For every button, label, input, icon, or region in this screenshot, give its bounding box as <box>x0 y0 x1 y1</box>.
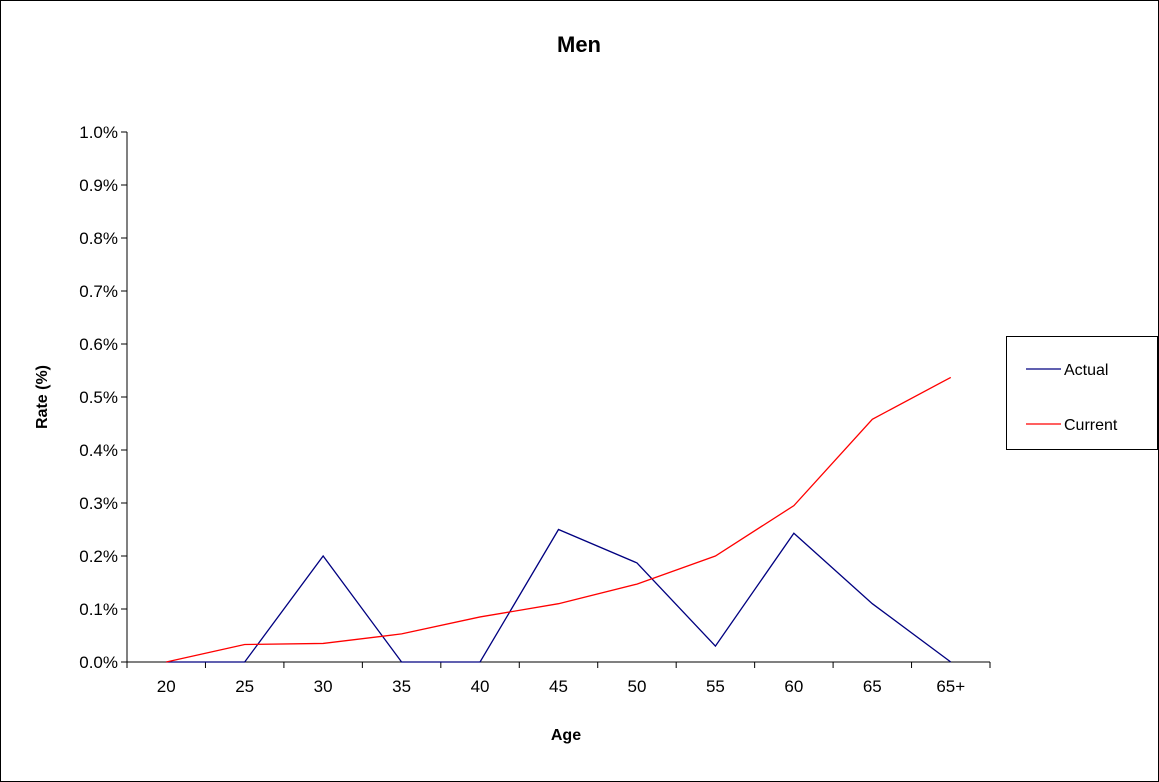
y-tick-label: 0.3% <box>79 494 118 513</box>
y-tick-label: 0.5% <box>79 388 118 407</box>
x-tick-label: 65 <box>863 677 882 696</box>
series-line-actual <box>166 528 952 663</box>
series-line-current <box>166 376 952 663</box>
x-tick-label: 25 <box>235 677 254 696</box>
y-tick-label: 0.4% <box>79 441 118 460</box>
x-tick-label: 30 <box>314 677 333 696</box>
x-axis-label: Age <box>551 727 581 744</box>
x-tick-label: 55 <box>706 677 725 696</box>
x-tick-label: 45 <box>549 677 568 696</box>
y-tick-label: 0.2% <box>79 547 118 566</box>
x-tick-label: 40 <box>471 677 490 696</box>
legend: Actual Current <box>1006 336 1158 450</box>
legend-label-actual: Actual <box>1064 362 1108 379</box>
chart-title: Men <box>557 32 601 57</box>
x-tick-label: 50 <box>627 677 646 696</box>
y-tick-label: 1.0% <box>79 123 118 142</box>
y-tick-label: 0.0% <box>79 653 118 672</box>
y-tick-label: 0.6% <box>79 335 118 354</box>
legend-box <box>1006 336 1158 450</box>
x-tick-label: 20 <box>157 677 176 696</box>
y-axis-label: Rate (%) <box>34 365 51 429</box>
y-tick-label: 0.9% <box>79 176 118 195</box>
series-layer <box>166 376 952 663</box>
x-tick-label: 60 <box>784 677 803 696</box>
axes: 0.0% 0.1% 0.2% 0.3% 0.4% 0.5% 0.6% 0.7% 0.8% 0.9%… <box>79 123 991 696</box>
y-tick-label: 0.7% <box>79 282 118 301</box>
x-tick-label: 35 <box>392 677 411 696</box>
y-tick-label: 0.1% <box>79 600 118 619</box>
legend-label-current: Current <box>1064 417 1118 434</box>
x-tick-label: 65+ <box>936 677 965 696</box>
y-tick-label: 0.8% <box>79 229 118 248</box>
